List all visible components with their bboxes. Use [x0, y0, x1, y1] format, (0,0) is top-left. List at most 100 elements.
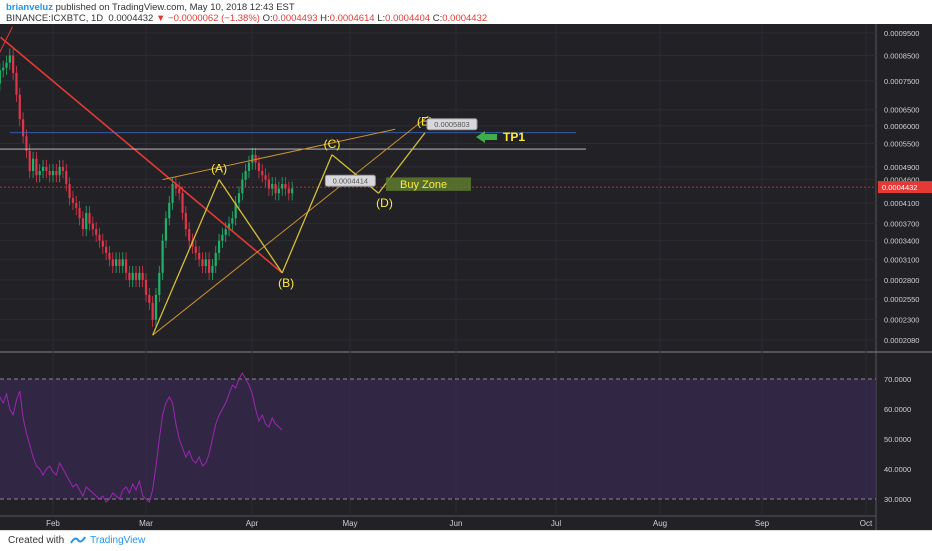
- price-tick-label: 0.0009500: [884, 29, 919, 38]
- candle-body: [168, 202, 171, 219]
- upper-channel-line: [162, 128, 396, 181]
- candle-body: [261, 170, 264, 176]
- candle-body: [191, 240, 194, 247]
- rsi-tick-label: 70.0000: [884, 375, 911, 384]
- candle-body: [134, 272, 138, 280]
- candle-body: [148, 294, 151, 303]
- candle-body: [257, 162, 261, 171]
- price-tick-label: 0.0004900: [884, 163, 919, 172]
- pattern-leg: [218, 179, 283, 274]
- rsi-tick-label: 60.0000: [884, 405, 911, 414]
- candle-body: [128, 272, 131, 280]
- candle-body: [118, 259, 121, 266]
- pattern-label: (C): [324, 137, 341, 151]
- candle-body: [198, 252, 201, 260]
- price-callout-box: [324, 174, 376, 187]
- price-tick-label: 0.0003100: [884, 255, 919, 264]
- candle-body: [12, 55, 15, 73]
- created-with: Created with: [8, 535, 65, 546]
- time-tick-label: Sep: [755, 519, 770, 528]
- candle-body: [22, 119, 25, 137]
- candles: [0, 48, 294, 327]
- candle-body: [78, 207, 81, 219]
- candle-body: [211, 265, 214, 273]
- buy-zone-label: Buy Zone: [400, 179, 447, 191]
- time-tick-label: May: [342, 519, 357, 528]
- tradingview-logo-icon: [70, 536, 87, 544]
- candle-body: [174, 184, 177, 189]
- candle-body: [271, 184, 274, 189]
- candle-body: [267, 179, 270, 189]
- time-tick-label: Mar: [139, 519, 153, 528]
- candle-body: [231, 218, 234, 224]
- candle-body: [41, 166, 45, 171]
- candle-body: [124, 259, 128, 273]
- candle-body: [241, 179, 244, 194]
- rsi-tick-label: 30.0000: [884, 495, 911, 504]
- candle-body: [188, 229, 191, 241]
- open-value: 0.0004493: [272, 13, 318, 24]
- price-axis: 0.0009500 0.0008500 0.0007500 0.0006500 0.00…: [878, 29, 932, 504]
- candle-body: [181, 193, 184, 213]
- candle-body: [184, 212, 187, 230]
- candle-body: [0, 70, 1, 84]
- rsi-tick-label: 40.0000: [884, 465, 911, 474]
- candle-body: [55, 170, 58, 176]
- candle-body: [224, 229, 227, 235]
- ohlc-line: BINANCE:ICXBTC, 1D 0.0004432 ▼ −0.000006…: [6, 13, 487, 24]
- candle-body: [201, 259, 204, 266]
- candle-body: [264, 175, 267, 180]
- candle-body: [28, 150, 31, 171]
- candle-body: [51, 170, 55, 176]
- candle-body: [48, 170, 51, 176]
- author-link[interactable]: brianveluz: [6, 2, 53, 13]
- price-tick-label: 0.0002800: [884, 276, 919, 285]
- candle-body: [251, 154, 254, 163]
- candle-body: [98, 234, 101, 241]
- candle-body: [58, 166, 61, 176]
- price-tick-label: 0.0003700: [884, 220, 919, 229]
- candle-body: [5, 62, 8, 68]
- last-price-tag: [878, 181, 932, 194]
- candle-body: [217, 240, 221, 253]
- high-label: H:: [320, 13, 330, 24]
- candle-body: [111, 259, 114, 266]
- price-tick-label: 0.0006500: [884, 106, 919, 115]
- price-tick-label: 0.0004100: [884, 199, 919, 208]
- candle-body: [214, 252, 217, 266]
- price-tick-label: 0.0002550: [884, 295, 919, 304]
- pattern-leg: [152, 179, 220, 336]
- time-tick-label: Oct: [860, 519, 873, 528]
- low-label: L:: [377, 13, 386, 24]
- candle-body: [38, 170, 41, 176]
- candle-body: [281, 184, 284, 189]
- last-price: 0.0004432: [108, 13, 154, 24]
- candle-body: [237, 193, 241, 203]
- rsi-pane: [0, 371, 876, 503]
- candle-body: [108, 252, 111, 260]
- publish-info: published on TradingView.com, May 10, 20…: [53, 2, 295, 13]
- candle-body: [18, 94, 21, 120]
- candle-body: [227, 223, 231, 230]
- candle-body: [144, 279, 148, 295]
- candle-body: [105, 246, 108, 253]
- candle-body: [154, 294, 158, 320]
- candle-body: [81, 218, 84, 230]
- price-tick-label: 0.0003400: [884, 237, 919, 246]
- candle-body: [45, 166, 48, 171]
- price-callout-text: 0.0005803: [434, 120, 469, 129]
- candle-body: [91, 223, 94, 230]
- price-tick-label: 0.0005500: [884, 139, 919, 148]
- candle-body: [287, 188, 290, 194]
- candle-body: [158, 272, 161, 295]
- price-tick-label: 0.0006000: [884, 122, 919, 131]
- pattern-label: (A): [211, 162, 227, 176]
- candle-body: [234, 202, 237, 219]
- pattern-label: (B): [278, 276, 294, 290]
- candle-body: [75, 202, 78, 208]
- chart-header: brianveluz published on TradingView.com,…: [0, 0, 932, 24]
- tradingview-brand[interactable]: TradingView: [90, 535, 146, 546]
- price-tick-label: 0.0002300: [884, 316, 919, 325]
- time-tick-label: Aug: [653, 519, 667, 528]
